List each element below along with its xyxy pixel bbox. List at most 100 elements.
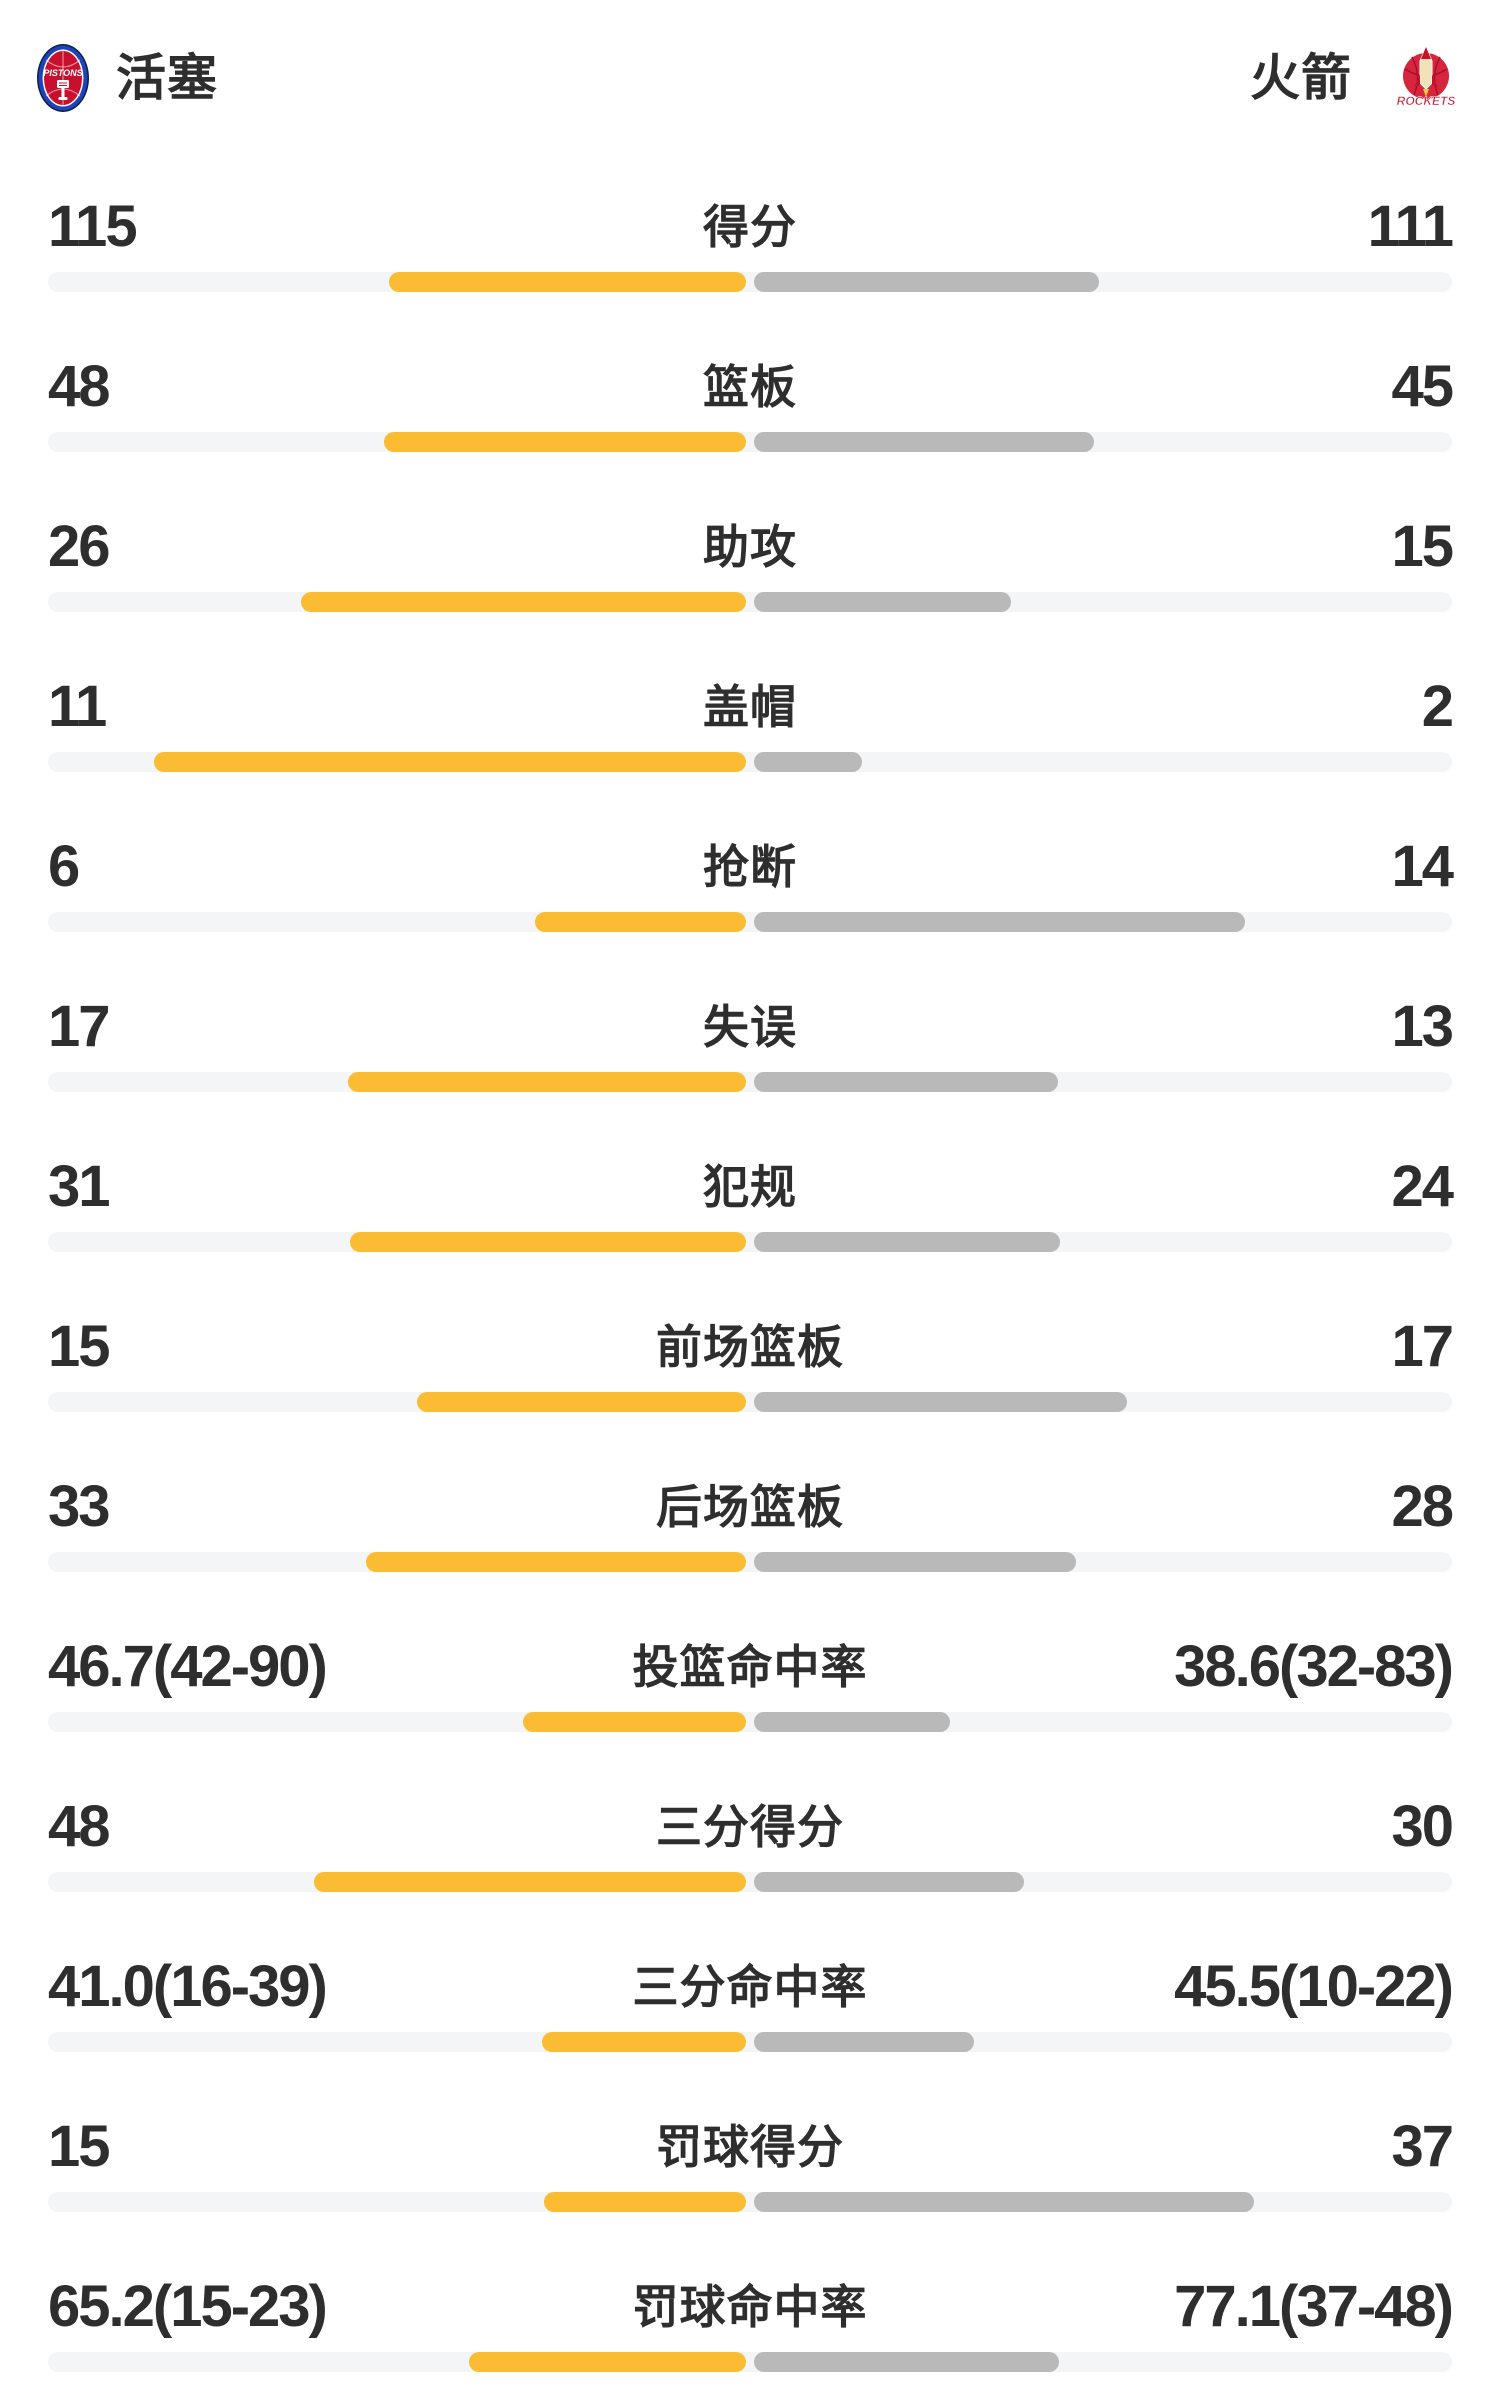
team-name-right: 火箭 — [1250, 50, 1352, 106]
right-bar — [754, 1712, 950, 1732]
stat-row-line: 33 后场篮板 28 — [48, 1474, 1454, 1539]
stat-row: 33 后场篮板 28 — [0, 1440, 1500, 1600]
stat-row-line: 65.2(15-23) 罚球命中率 77.1(37-48) — [48, 2274, 1454, 2339]
stat-label: 盖帽 — [703, 681, 797, 733]
stat-bar-track — [48, 752, 1452, 772]
left-value: 17 — [48, 994, 111, 1059]
right-bar — [754, 432, 1094, 452]
stat-label: 投篮命中率 — [632, 1641, 868, 1693]
stat-bar-track — [48, 432, 1452, 452]
stat-bar-track — [48, 1712, 1452, 1732]
team-left: PISTONS 活塞 — [36, 38, 218, 118]
left-bar — [469, 2352, 746, 2372]
stat-row-line: 31 犯规 24 — [48, 1154, 1454, 1219]
left-value: 115 — [48, 194, 138, 259]
stat-row: 46.7(42-90) 投篮命中率 38.6(32-83) — [0, 1600, 1500, 1760]
stat-bar-track — [48, 1552, 1452, 1572]
right-value: 37 — [1391, 2114, 1454, 2179]
right-value: 45 — [1391, 354, 1454, 419]
stat-row: 115 得分 111 — [0, 160, 1500, 320]
stat-label: 罚球命中率 — [632, 2281, 868, 2333]
right-value: 38.6(32-83) — [1174, 1634, 1454, 1699]
right-bar — [754, 1872, 1024, 1892]
stat-row-line: 15 罚球得分 37 — [48, 2114, 1454, 2179]
stat-bar-track — [48, 2192, 1452, 2212]
stats-list: 115 得分 111 48 篮板 45 26 助攻 15 — [0, 160, 1500, 2400]
stat-bar-track — [48, 2032, 1452, 2052]
stat-row: 41.0(16-39) 三分命中率 45.5(10-22) — [0, 1920, 1500, 2080]
stat-row-line: 46.7(42-90) 投篮命中率 38.6(32-83) — [48, 1634, 1454, 1699]
right-bar — [754, 2352, 1059, 2372]
stat-label: 抢断 — [703, 841, 797, 893]
left-value: 26 — [48, 514, 111, 579]
left-value: 31 — [48, 1154, 111, 1219]
right-value: 24 — [1391, 1154, 1454, 1219]
team-name-left: 活塞 — [116, 50, 218, 106]
right-value: 13 — [1391, 994, 1454, 1059]
stat-bar-track — [48, 2352, 1452, 2372]
right-bar — [754, 592, 1011, 612]
stat-bar-track — [48, 272, 1452, 292]
stat-row: 48 三分得分 30 — [0, 1760, 1500, 1920]
stat-label: 犯规 — [703, 1161, 797, 1213]
left-value: 6 — [48, 834, 80, 899]
right-value: 45.5(10-22) — [1174, 1954, 1454, 2019]
stat-row: 65.2(15-23) 罚球命中率 77.1(37-48) — [0, 2240, 1500, 2400]
stat-row: 48 篮板 45 — [0, 320, 1500, 480]
stat-row-line: 26 助攻 15 — [48, 514, 1454, 579]
svg-text:PISTONS: PISTONS — [43, 68, 82, 78]
team-right: 火箭 ROCKETS — [1250, 38, 1460, 118]
left-value: 48 — [48, 1794, 111, 1859]
stat-label: 得分 — [703, 201, 797, 253]
right-bar — [754, 2192, 1254, 2212]
stat-bar-track — [48, 592, 1452, 612]
right-bar — [754, 2032, 974, 2052]
right-value: 17 — [1391, 1314, 1454, 1379]
left-value: 11 — [48, 674, 107, 739]
left-value: 48 — [48, 354, 111, 419]
left-bar — [348, 1072, 746, 1092]
left-bar — [366, 1552, 746, 1572]
stat-label: 助攻 — [703, 521, 797, 573]
left-bar — [523, 1712, 746, 1732]
right-bar — [754, 912, 1245, 932]
left-bar — [544, 2192, 746, 2212]
right-bar — [754, 752, 862, 772]
rockets-logo: ROCKETS — [1396, 45, 1456, 108]
stat-row-line: 115 得分 111 — [48, 194, 1454, 259]
left-value: 46.7(42-90) — [48, 1634, 328, 1699]
left-bar — [542, 2032, 746, 2052]
left-bar — [350, 1232, 746, 1252]
stat-bar-track — [48, 1392, 1452, 1412]
right-value: 77.1(37-48) — [1174, 2274, 1454, 2339]
left-bar — [535, 912, 746, 932]
left-bar — [301, 592, 746, 612]
right-bar — [754, 1232, 1060, 1252]
stat-label: 失误 — [703, 1001, 797, 1053]
stat-row-line: 6 抢断 14 — [48, 834, 1454, 899]
stat-row: 15 罚球得分 37 — [0, 2080, 1500, 2240]
stat-label: 篮板 — [703, 361, 797, 413]
right-bar — [754, 1392, 1127, 1412]
stat-row-line: 41.0(16-39) 三分命中率 45.5(10-22) — [48, 1954, 1454, 2019]
stat-label: 罚球得分 — [656, 2121, 844, 2173]
right-bar — [754, 1072, 1058, 1092]
right-bar — [754, 1552, 1076, 1572]
right-value: 30 — [1391, 1794, 1454, 1859]
stat-label: 三分命中率 — [632, 1961, 868, 2013]
right-value: 28 — [1391, 1474, 1454, 1539]
svg-text:ROCKETS: ROCKETS — [1397, 94, 1456, 108]
left-bar — [389, 272, 746, 292]
right-value: 14 — [1391, 834, 1454, 899]
stat-row-line: 17 失误 13 — [48, 994, 1454, 1059]
stat-row: 26 助攻 15 — [0, 480, 1500, 640]
stat-row: 15 前场篮板 17 — [0, 1280, 1500, 1440]
stat-row-line: 48 三分得分 30 — [48, 1794, 1454, 1859]
stat-row: 31 犯规 24 — [0, 1120, 1500, 1280]
stat-row: 11 盖帽 2 — [0, 640, 1500, 800]
stat-row-line: 15 前场篮板 17 — [48, 1314, 1454, 1379]
stat-row-line: 11 盖帽 2 — [48, 674, 1454, 739]
scoreboard-header: PISTONS 活塞 火箭 — [36, 38, 1460, 118]
stat-label: 前场篮板 — [656, 1321, 844, 1373]
